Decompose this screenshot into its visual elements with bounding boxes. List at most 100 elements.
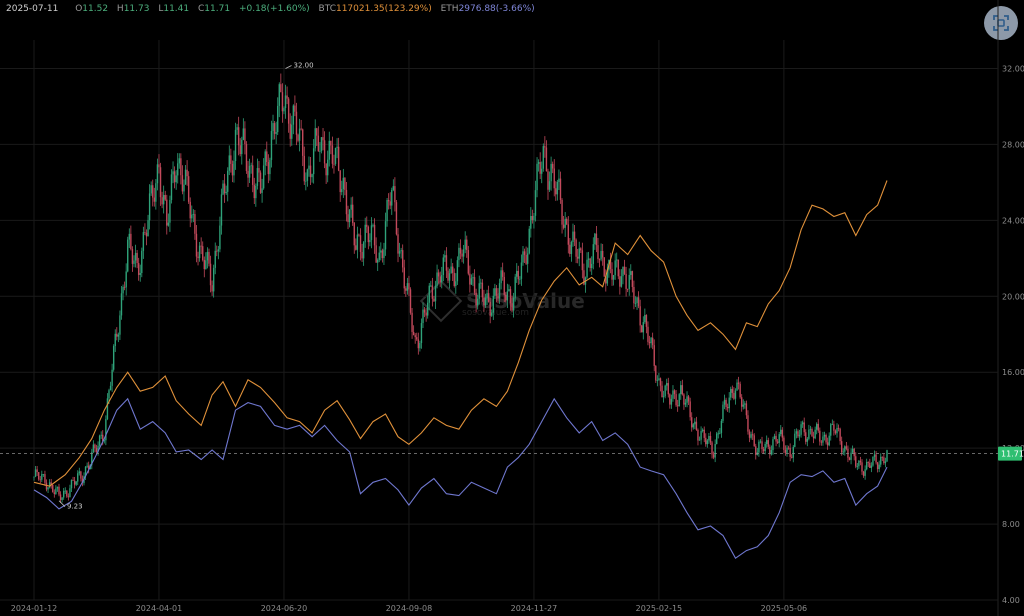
candle-body <box>78 471 81 474</box>
candle-body <box>478 283 480 299</box>
candle-body <box>109 385 112 391</box>
candle-body <box>616 259 618 261</box>
candle-body <box>806 438 809 442</box>
candle-body <box>234 129 237 162</box>
candle-body <box>294 105 296 112</box>
candle-body <box>194 214 196 234</box>
candle-body <box>42 474 45 475</box>
candle-body <box>780 429 782 435</box>
candle-body <box>865 461 868 470</box>
candle-body <box>153 197 155 202</box>
low-key: L <box>158 4 164 14</box>
candle-body <box>448 273 451 281</box>
candle-body <box>558 178 560 182</box>
candle-body <box>403 267 405 289</box>
candle-body <box>66 490 68 497</box>
candle-body <box>123 286 126 288</box>
candle-body <box>494 288 496 296</box>
candle-body <box>372 224 374 226</box>
candle-body <box>586 259 588 278</box>
candle-body <box>525 254 527 264</box>
candle-body <box>630 271 632 275</box>
candle-body <box>872 456 874 466</box>
candle-body <box>800 424 802 435</box>
candle-body <box>266 151 268 163</box>
candle-body <box>437 272 440 277</box>
candle-body <box>858 460 860 467</box>
candle-body <box>44 474 46 483</box>
x-tick-label-2: 2024-06-20 <box>261 604 308 613</box>
candle-body <box>200 245 202 247</box>
candle-body <box>62 490 65 498</box>
candle-body <box>666 383 668 386</box>
candle-body <box>884 461 887 464</box>
candle-body <box>327 159 329 176</box>
eth-value: 2976.88(-3.66%) <box>458 4 535 14</box>
candle-body <box>712 454 715 458</box>
candle-body <box>469 273 471 285</box>
candle-body <box>156 164 159 184</box>
candle-body <box>308 165 310 170</box>
candle-body <box>751 434 754 436</box>
candle-body <box>350 204 352 210</box>
candle-body <box>426 302 429 316</box>
candle-body <box>786 447 788 453</box>
candle-body <box>317 135 320 152</box>
candle-body <box>464 239 466 250</box>
x-tick-label-0: 2024-01-12 <box>11 604 58 613</box>
candle-body <box>212 267 215 292</box>
candle-body <box>164 195 166 200</box>
btc-key: BTC <box>318 4 336 14</box>
candle-body <box>511 303 513 311</box>
candle-body <box>733 392 735 399</box>
candle-body <box>247 170 249 178</box>
high-key: H <box>116 4 124 14</box>
candle-body <box>333 163 335 165</box>
candle-body <box>170 174 173 200</box>
candle-body <box>337 146 340 171</box>
candle-body <box>876 462 879 470</box>
candle-body <box>378 252 380 260</box>
candle-body <box>172 171 174 175</box>
candle-body <box>334 147 337 164</box>
candle-body <box>103 440 106 442</box>
candle-body <box>425 312 427 316</box>
candle-body <box>581 250 584 271</box>
candle-body <box>86 465 88 467</box>
candle-body <box>186 169 188 177</box>
candle-body <box>148 193 151 221</box>
candle-body <box>736 382 738 391</box>
candle-body <box>150 185 152 194</box>
candle-body <box>636 297 638 304</box>
candle-body <box>353 222 355 246</box>
candle-body <box>747 415 749 432</box>
candle-body <box>587 258 590 260</box>
candle-body <box>342 177 345 190</box>
candle-body <box>819 430 821 442</box>
candle-body <box>708 436 710 441</box>
open-value: 11.52 <box>82 4 109 14</box>
candle-body <box>314 128 316 149</box>
candle-body <box>823 434 826 437</box>
screenshot-button[interactable] <box>984 6 1018 40</box>
candle-body <box>73 480 76 485</box>
candle-body <box>606 270 609 284</box>
candle-body <box>453 272 455 286</box>
candle-body <box>873 454 876 457</box>
candle-body <box>622 266 624 277</box>
candle-body <box>175 175 177 183</box>
candle-body <box>697 429 699 441</box>
candle-body <box>306 169 309 181</box>
candle-body <box>678 394 680 407</box>
candle-body <box>397 234 399 254</box>
candle-body <box>839 428 841 442</box>
candle-body <box>325 163 327 176</box>
candle-body <box>137 263 140 275</box>
candle-body <box>84 466 87 477</box>
candle-body <box>216 250 218 252</box>
candle-body <box>473 277 476 293</box>
candle-body <box>700 431 702 440</box>
candle-body <box>189 201 191 219</box>
candle-body <box>758 441 760 453</box>
